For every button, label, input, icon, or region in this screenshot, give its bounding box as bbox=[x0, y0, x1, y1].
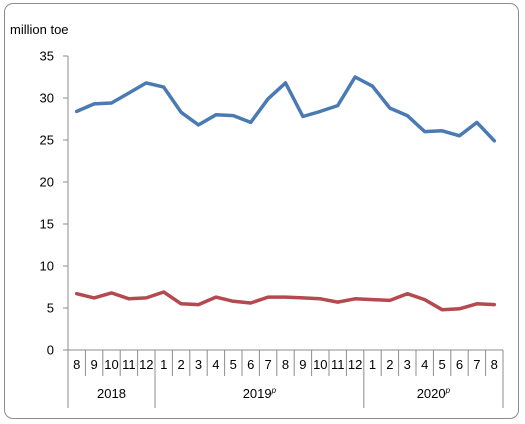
x-tick-label: 5 bbox=[438, 357, 445, 372]
x-tick-label: 11 bbox=[331, 357, 345, 372]
x-tick-label: 8 bbox=[282, 357, 289, 372]
data-point bbox=[179, 302, 183, 305]
series-line-2 bbox=[74, 290, 497, 312]
x-tick-label: 2 bbox=[386, 357, 393, 372]
data-point bbox=[127, 297, 131, 300]
data-point bbox=[162, 85, 165, 89]
data-point bbox=[440, 129, 444, 132]
x-tick-label: 12 bbox=[139, 357, 153, 372]
y-tick-label: 20 bbox=[40, 175, 54, 190]
data-point bbox=[475, 302, 479, 305]
data-point bbox=[179, 111, 183, 114]
data-point bbox=[92, 296, 96, 300]
data-point bbox=[197, 303, 200, 306]
data-point bbox=[493, 139, 496, 143]
y-tick-label: 35 bbox=[40, 49, 54, 64]
x-tick-label: 1 bbox=[160, 357, 167, 372]
x-tick-label: 9 bbox=[90, 357, 97, 372]
series-layer bbox=[74, 75, 497, 312]
x-tick-label: 5 bbox=[230, 357, 237, 372]
data-point bbox=[440, 308, 444, 311]
data-point bbox=[110, 101, 113, 105]
y-tick-label: 30 bbox=[40, 91, 54, 106]
series-line-1 bbox=[74, 75, 497, 143]
x-tick-label: 4 bbox=[421, 357, 428, 372]
x-tick-label: 4 bbox=[212, 357, 219, 372]
unit-label: million toe bbox=[10, 22, 69, 37]
data-point bbox=[232, 300, 235, 303]
x-tick-label: 9 bbox=[299, 357, 306, 372]
year-label: 2018 bbox=[97, 386, 126, 401]
y-tick-label: 25 bbox=[40, 133, 54, 148]
data-point bbox=[458, 134, 461, 137]
data-point bbox=[92, 102, 96, 106]
data-point bbox=[388, 299, 392, 302]
data-point bbox=[284, 295, 287, 299]
data-point bbox=[301, 115, 305, 118]
x-tick-label: 10 bbox=[104, 357, 118, 372]
data-point bbox=[406, 292, 409, 295]
x-tick-label: 3 bbox=[404, 357, 411, 372]
data-point bbox=[145, 296, 148, 300]
x-tick-label: 10 bbox=[313, 357, 327, 372]
data-point bbox=[336, 300, 339, 304]
data-point bbox=[232, 114, 235, 117]
data-point bbox=[423, 130, 426, 133]
data-point bbox=[214, 113, 218, 117]
data-point bbox=[266, 97, 270, 101]
x-tick-label: 8 bbox=[73, 357, 80, 372]
data-point bbox=[423, 298, 426, 301]
data-point bbox=[249, 121, 252, 124]
x-tick-label: 8 bbox=[491, 357, 498, 372]
data-point bbox=[249, 301, 252, 305]
x-tick-label: 3 bbox=[195, 357, 202, 372]
x-tick-label: 12 bbox=[348, 357, 362, 372]
data-point bbox=[301, 296, 305, 300]
year-label: 2019p bbox=[243, 386, 277, 401]
data-point bbox=[110, 291, 113, 295]
y-tick-label: 0 bbox=[47, 343, 54, 358]
data-point bbox=[458, 307, 461, 311]
x-tick-label: 7 bbox=[473, 357, 480, 372]
data-point bbox=[214, 295, 218, 299]
data-point bbox=[162, 290, 165, 294]
data-point bbox=[353, 297, 357, 300]
data-point bbox=[266, 295, 270, 299]
y-axis: 0 5 10 15 20 25 30 35 bbox=[40, 49, 69, 358]
data-point bbox=[319, 110, 322, 113]
data-point bbox=[371, 298, 374, 301]
data-point bbox=[336, 104, 339, 107]
y-tick-label: 5 bbox=[47, 301, 54, 316]
data-point bbox=[371, 85, 374, 88]
data-point bbox=[353, 75, 357, 79]
y-tick-label: 15 bbox=[40, 217, 54, 232]
data-point bbox=[319, 297, 322, 300]
data-point bbox=[75, 292, 78, 295]
year-label: 2020p bbox=[417, 386, 451, 401]
x-tick-label: 6 bbox=[247, 357, 254, 372]
data-point bbox=[406, 114, 409, 117]
data-point bbox=[197, 123, 200, 127]
y-tick-label: 10 bbox=[40, 259, 54, 274]
data-point bbox=[388, 106, 392, 110]
data-point bbox=[75, 110, 78, 113]
x-tick-label: 7 bbox=[264, 357, 271, 372]
data-point bbox=[284, 81, 287, 85]
data-point bbox=[493, 303, 496, 306]
x-tick-label: 1 bbox=[369, 357, 376, 372]
data-point bbox=[127, 91, 131, 95]
x-tick-label: 11 bbox=[122, 357, 136, 372]
x-tick-label: 2 bbox=[177, 357, 184, 372]
x-tick-label: 6 bbox=[456, 357, 463, 372]
data-point bbox=[475, 121, 479, 124]
data-point bbox=[145, 81, 148, 85]
